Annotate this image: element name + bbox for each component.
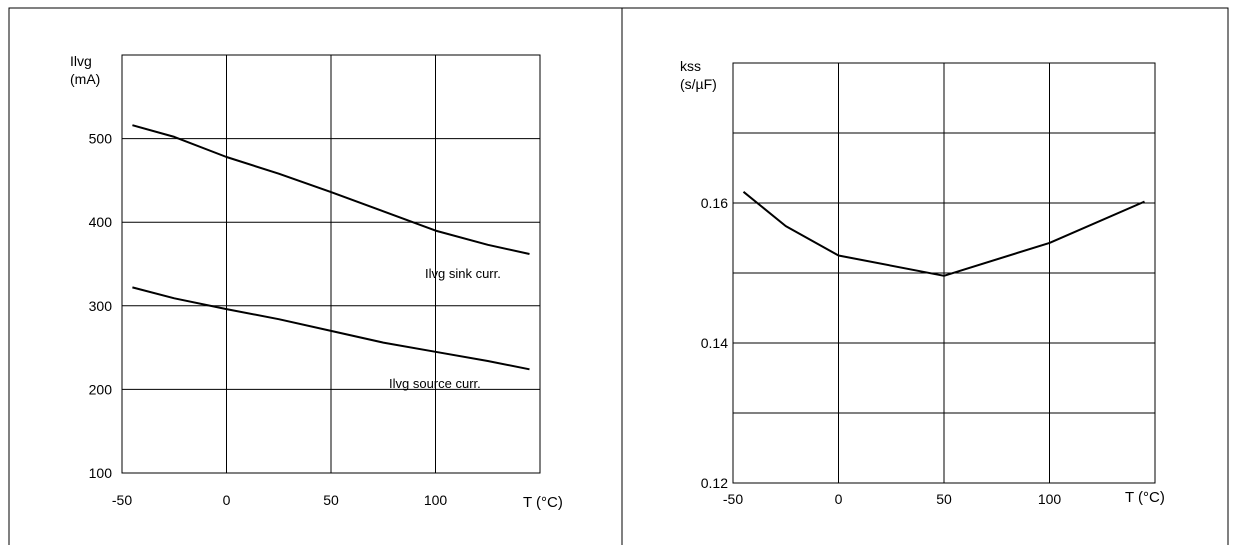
outer-border	[8, 7, 1229, 549]
x-tick-label: 0	[223, 492, 231, 508]
chart-right-series	[742, 191, 1145, 277]
y-axis-label-line2: (s/µF)	[680, 76, 717, 92]
y-tick-labels: 100 200 300 400 500	[89, 131, 113, 481]
y-tick-label: 400	[89, 214, 113, 230]
series-line-1	[132, 124, 530, 255]
y-tick-label: 200	[89, 381, 113, 397]
x-tick-label: 0	[835, 491, 843, 507]
y-tick-label: 0.16	[701, 195, 728, 211]
x-tick-label: 50	[936, 491, 952, 507]
chart-right-grid	[732, 62, 1156, 484]
series-line-2	[132, 286, 530, 371]
series-label-sink: Ilvg sink curr.	[425, 266, 501, 281]
x-tick-label: 100	[424, 492, 448, 508]
y-tick-label: 300	[89, 298, 113, 314]
x-tick-labels: -50 0 50 100	[723, 491, 1062, 507]
x-axis-label: T (°C)	[523, 494, 563, 511]
chart-left-series	[132, 124, 530, 371]
series-label-source: Ilvg source curr.	[389, 376, 481, 391]
y-axis-label-line1: kss	[680, 58, 701, 74]
x-axis-label: T (°C)	[1125, 489, 1165, 506]
y-axis-label-line2: (mA)	[70, 71, 100, 87]
chart-right: kss (s/µF) 0.12 0.14 0.16 -50 0 50 100 T (°C)	[680, 58, 1165, 507]
y-tick-labels: 0.12 0.14 0.16	[701, 195, 728, 491]
y-tick-label: 100	[89, 465, 113, 481]
y-axis-label-line1: Ilvg	[70, 53, 92, 69]
x-tick-label: -50	[112, 492, 132, 508]
x-tick-label: 50	[323, 492, 339, 508]
chart-left-grid	[121, 54, 541, 474]
y-tick-label: 500	[89, 131, 113, 147]
x-tick-labels: -50 0 50 100	[112, 492, 448, 508]
x-tick-label: -50	[723, 491, 743, 507]
series-line-1	[742, 191, 1145, 277]
y-tick-label: 0.12	[701, 475, 728, 491]
y-tick-label: 0.14	[701, 335, 728, 351]
chart-left: Ilvg (mA) 100 200 300 400 500 -50 0 50 100 T (°…	[70, 53, 563, 511]
x-tick-label: 100	[1038, 491, 1062, 507]
